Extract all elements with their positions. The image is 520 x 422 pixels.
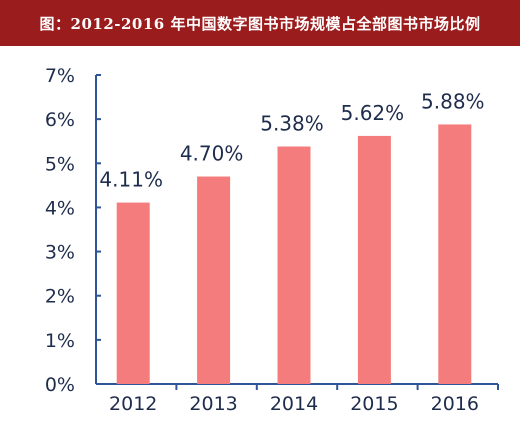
data-label: 5.88% (421, 89, 485, 113)
bar-2012 (116, 202, 150, 384)
chart-title-bar: 图：2012-2016 年中国数字图书市场规模占全部图书市场比例 (0, 0, 520, 46)
data-label: 5.38% (260, 112, 324, 136)
bar-2013 (197, 176, 231, 384)
x-tick-label: 2015 (350, 393, 398, 415)
bar-2015 (357, 135, 391, 384)
x-tick-label: 2014 (270, 393, 318, 415)
y-tick-label: 6% (45, 109, 75, 131)
data-label: 4.11% (99, 168, 163, 192)
chart-area: 0% 1% 2% 3% 4% 5% 6% 7% 2012 4.11% 2013 4.70% 2014 5.… (0, 46, 520, 418)
bar-2014 (277, 146, 311, 384)
x-tick-label: 2016 (431, 393, 479, 415)
y-tick-label: 2% (45, 286, 75, 308)
chart-title: 图：2012-2016 年中国数字图书市场规模占全部图书市场比例 (39, 14, 481, 33)
data-label: 4.70% (180, 142, 244, 166)
y-tick-label: 0% (45, 374, 75, 396)
y-tick-label: 3% (45, 242, 75, 264)
y-tick-label: 4% (45, 197, 75, 219)
bar-2016 (438, 124, 472, 384)
data-label: 5.62% (341, 101, 405, 125)
x-tick-label: 2012 (109, 393, 157, 415)
bar-chart: 0% 1% 2% 3% 4% 5% 6% 7% 2012 4.11% 2013 4.70% 2014 5.… (45, 65, 499, 415)
y-tick-label: 7% (45, 65, 75, 87)
x-tick-label: 2013 (189, 393, 237, 415)
y-tick-label: 1% (45, 330, 75, 352)
y-tick-label: 5% (45, 153, 75, 175)
